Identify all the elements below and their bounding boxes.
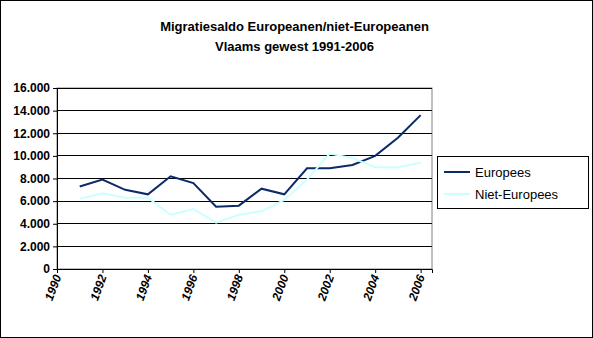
y-tick-label: 14.000	[13, 104, 50, 118]
x-tick: 2000	[269, 269, 292, 303]
y-tick-mark	[53, 269, 57, 270]
x-tick-label: 1998	[224, 272, 246, 302]
x-tick: 1998	[224, 269, 246, 303]
x-tick: 1994	[133, 269, 155, 303]
x-tick-mark	[193, 269, 194, 273]
x-tick: 2002	[314, 269, 337, 303]
lines	[80, 115, 421, 222]
y-tick: 2.000	[20, 240, 57, 254]
y-tick-mark	[53, 133, 57, 134]
y-tick-mark	[53, 224, 57, 225]
series-line	[80, 154, 421, 223]
series-line	[80, 115, 421, 207]
y-tick: 8.000	[20, 172, 57, 186]
legend-swatch	[444, 193, 470, 195]
x-tick-mark	[330, 269, 331, 273]
x-tick-mark	[148, 269, 149, 273]
title: Vlaams gewest 1991-2006	[215, 39, 374, 54]
x-tick-label: 1994	[133, 272, 155, 302]
grid-line	[57, 88, 432, 89]
x-tick-mark	[57, 269, 58, 273]
y-tick: 6.000	[20, 194, 57, 208]
y-tick-label: 0	[43, 262, 50, 276]
legend-box	[438, 157, 589, 209]
y-axis: 0 2.000 4.000 6.000 8.000 10.000 12.000 14.000 1…	[13, 81, 57, 276]
x-tick-label: 1992	[87, 272, 109, 302]
grid-line	[57, 223, 432, 224]
y-tick-mark	[53, 88, 57, 89]
chart-border	[1, 1, 593, 338]
y-axis-line	[53, 89, 58, 270]
legend: Europees Niet-Europees	[438, 157, 589, 209]
x-tick-mark	[284, 269, 285, 273]
grid	[57, 88, 432, 269]
legend-swatch	[444, 171, 470, 173]
plot-area	[57, 88, 432, 269]
y-tick-label: 16.000	[13, 81, 50, 95]
grid-line	[57, 133, 432, 134]
x-axis-line	[58, 270, 433, 274]
legend-label: Europees	[475, 165, 531, 180]
y-tick-label: 4.000	[20, 217, 50, 231]
y-tick: 12.000	[13, 127, 57, 141]
x-tick: 1990	[42, 269, 64, 303]
x-tick-label: 1990	[42, 272, 64, 302]
x-tick-mark	[239, 269, 240, 273]
grid-line	[57, 110, 432, 111]
x-tick: 1996	[178, 269, 200, 303]
y-tick: 14.000	[13, 104, 57, 118]
y-tick-mark	[53, 111, 57, 112]
chart: Migratiesaldo Europeanen/niet-Europeanen…	[0, 0, 593, 338]
x-tick-label: 2006	[405, 272, 428, 303]
y-tick-mark	[53, 246, 57, 247]
y-tick-label: 8.000	[20, 172, 50, 186]
x-tick-label: 2002	[314, 272, 337, 303]
legend-label: Niet-Europees	[475, 187, 559, 202]
x-tick-label: 2004	[360, 272, 383, 303]
x-tick-mark	[421, 269, 422, 273]
y-tick: 16.000	[13, 81, 57, 95]
y-tick-label: 2.000	[20, 240, 50, 254]
x-tick-mark	[102, 269, 103, 273]
grid-line	[57, 178, 432, 179]
x-tick: 1992	[87, 269, 109, 303]
x-tick-mark	[375, 269, 376, 273]
y-tick-mark	[53, 179, 57, 180]
title: Migratiesaldo Europeanen/niet-Europeanen	[160, 19, 429, 34]
x-axis: 1990 1992 1994 1996 1998 2000 2002 2004 2006	[42, 269, 433, 303]
y-tick-label: 10.000	[13, 149, 50, 163]
x-tick-label: 2000	[269, 272, 292, 303]
x-tick: 2006	[405, 269, 428, 303]
x-tick-label: 1996	[178, 272, 200, 302]
y-tick: 4.000	[20, 217, 57, 231]
y-tick-mark	[53, 156, 57, 157]
y-tick-label: 6.000	[20, 194, 50, 208]
y-tick-label: 12.000	[13, 127, 50, 141]
grid-line	[57, 246, 432, 247]
x-tick: 2004	[360, 269, 383, 303]
y-tick: 10.000	[13, 149, 57, 163]
y-tick-mark	[53, 201, 57, 202]
